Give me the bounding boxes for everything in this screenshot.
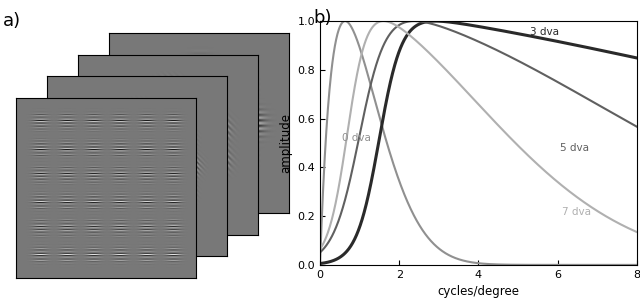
Text: a): a): [3, 12, 21, 30]
Text: 5 dva: 5 dva: [559, 143, 589, 153]
Text: 7 dva: 7 dva: [561, 207, 591, 217]
Y-axis label: amplitude: amplitude: [279, 113, 292, 173]
X-axis label: cycles/degree: cycles/degree: [437, 285, 520, 298]
Text: 3 dva: 3 dva: [530, 27, 559, 37]
Text: b): b): [314, 9, 332, 27]
Text: 0 dva: 0 dva: [342, 133, 371, 143]
